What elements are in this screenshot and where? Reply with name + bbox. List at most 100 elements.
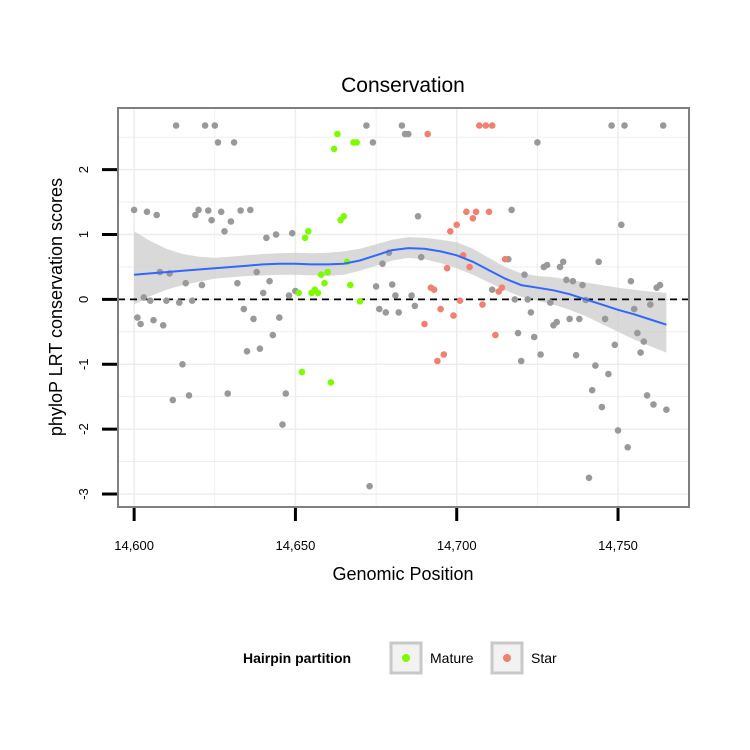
point-other (650, 401, 657, 408)
point-other (153, 211, 160, 219)
point-other (276, 314, 283, 321)
point-other (372, 283, 380, 290)
point-other (266, 277, 273, 285)
y-tick-label: -2 (76, 423, 91, 435)
point-star (447, 228, 454, 235)
point-other (256, 345, 264, 353)
point-star (463, 208, 470, 216)
point-other (137, 320, 144, 328)
point-other (624, 444, 631, 451)
point-other (272, 231, 280, 238)
point-other (656, 281, 664, 289)
point-mature (324, 268, 332, 276)
point-other (376, 305, 383, 313)
point-other (253, 268, 260, 276)
point-other (614, 427, 622, 434)
point-other (143, 208, 151, 216)
point-mature (317, 271, 325, 279)
x-tick-label: 14,700 (437, 538, 477, 553)
point-other (259, 289, 267, 297)
point-other (243, 348, 251, 355)
point-mature (295, 289, 303, 297)
point-other (182, 279, 189, 287)
legend-label-mature: Mature (430, 650, 474, 666)
point-other (192, 211, 199, 219)
point-other (524, 296, 531, 303)
point-other (240, 305, 248, 313)
point-other (488, 286, 496, 294)
chart-title: Conservation (341, 74, 465, 97)
point-star (469, 215, 477, 222)
point-other (527, 309, 535, 316)
point-other (230, 139, 238, 146)
point-other (140, 294, 148, 301)
point-other (211, 122, 219, 129)
point-other (147, 297, 154, 305)
point-other (563, 276, 570, 284)
point-other (611, 341, 619, 349)
point-other (369, 139, 377, 146)
point-other (627, 277, 635, 285)
point-other (395, 309, 403, 316)
point-other (198, 281, 206, 289)
point-other (150, 316, 157, 324)
point-other (559, 258, 567, 266)
point-star (482, 122, 490, 129)
x-tick-label: 14,650 (276, 538, 316, 553)
point-other (188, 297, 196, 305)
point-other (621, 122, 628, 129)
point-other (221, 228, 228, 235)
point-other (530, 333, 538, 341)
y-tick-label: 1 (76, 231, 91, 238)
y-tick-label: -3 (76, 488, 91, 500)
point-other (547, 299, 554, 306)
point-other (553, 318, 560, 326)
point-other (172, 122, 180, 129)
point-other (201, 122, 209, 129)
point-star (440, 351, 448, 358)
point-other (269, 331, 277, 339)
point-other (159, 322, 167, 329)
point-mature (298, 368, 306, 376)
point-star (479, 301, 486, 308)
point-star (437, 305, 444, 313)
point-other (163, 297, 170, 305)
point-other (640, 338, 648, 345)
point-other (195, 206, 202, 214)
point-other (417, 253, 425, 261)
point-star (476, 122, 483, 129)
point-other (224, 390, 231, 397)
point-other (288, 229, 296, 237)
point-other (608, 122, 615, 129)
point-other (517, 357, 525, 365)
point-other (234, 279, 241, 287)
point-other (208, 216, 215, 224)
point-other (569, 277, 577, 285)
point-star (498, 284, 506, 292)
point-other (537, 351, 544, 358)
point-star (472, 208, 480, 216)
point-other (405, 130, 412, 138)
point-other (618, 221, 625, 229)
point-other (585, 474, 593, 482)
point-other (169, 396, 177, 404)
point-other (634, 329, 641, 337)
point-other (588, 386, 596, 394)
point-other (663, 406, 670, 414)
point-other (659, 122, 667, 129)
point-other (176, 299, 183, 306)
point-other (247, 206, 254, 214)
point-star (485, 208, 493, 216)
point-mature (327, 379, 335, 386)
point-mature (340, 213, 348, 220)
point-other (534, 139, 541, 146)
legend-marker-star (503, 654, 511, 662)
point-other (285, 292, 293, 299)
point-other (185, 392, 193, 399)
point-other (566, 315, 573, 323)
point-other (414, 213, 422, 220)
point-other (392, 292, 399, 299)
point-other (637, 349, 644, 356)
